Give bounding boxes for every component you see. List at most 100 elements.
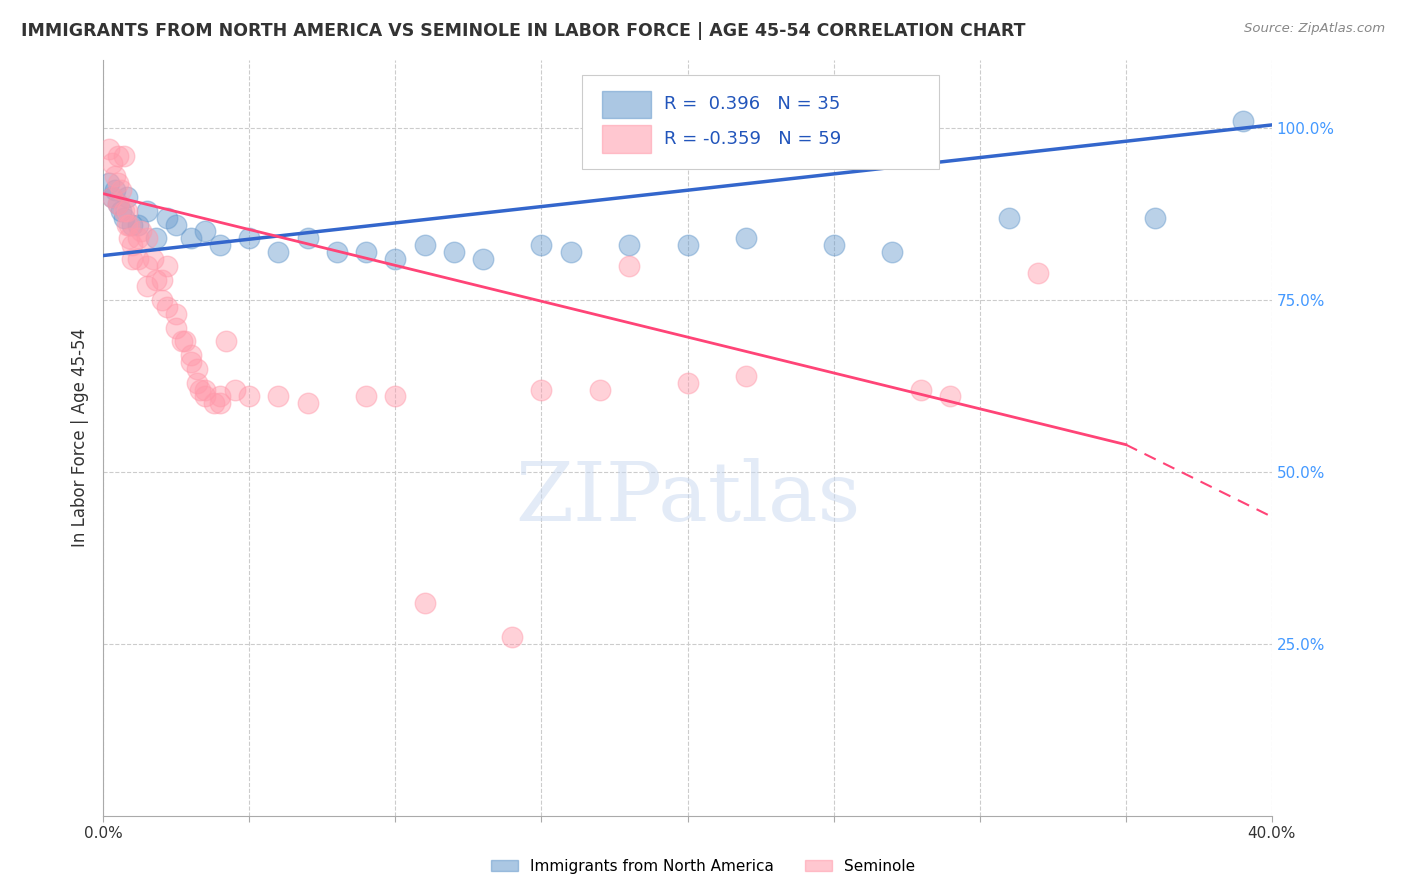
Point <box>150 272 173 286</box>
Point <box>939 390 962 404</box>
Point <box>208 390 231 404</box>
Point <box>326 245 349 260</box>
Point <box>136 259 159 273</box>
Point <box>186 362 208 376</box>
Point <box>186 376 208 390</box>
Y-axis label: In Labor Force | Age 45-54: In Labor Force | Age 45-54 <box>72 328 89 548</box>
Point <box>156 300 179 314</box>
Point <box>194 390 217 404</box>
Point <box>101 155 124 169</box>
Point <box>215 334 238 349</box>
FancyBboxPatch shape <box>602 91 651 118</box>
Point <box>676 238 699 252</box>
Point <box>129 225 152 239</box>
Point <box>110 203 132 218</box>
Point <box>188 383 211 397</box>
Text: R =  0.396   N = 35: R = 0.396 N = 35 <box>664 95 841 113</box>
Point <box>165 218 187 232</box>
Point <box>150 293 173 308</box>
Point <box>180 355 202 369</box>
Point <box>238 390 260 404</box>
Point <box>501 630 523 644</box>
Text: Source: ZipAtlas.com: Source: ZipAtlas.com <box>1244 22 1385 36</box>
Point <box>115 203 138 218</box>
Point <box>174 334 197 349</box>
Point <box>384 252 406 266</box>
Point <box>115 218 138 232</box>
Point <box>180 231 202 245</box>
Point <box>165 320 187 334</box>
Point <box>110 183 132 197</box>
Point <box>165 307 187 321</box>
Point <box>617 238 640 252</box>
Point <box>443 245 465 260</box>
Text: R = -0.359   N = 59: R = -0.359 N = 59 <box>664 130 841 148</box>
Legend: Immigrants from North America, Seminole: Immigrants from North America, Seminole <box>485 853 921 880</box>
Point <box>823 238 845 252</box>
Point <box>104 183 127 197</box>
Point <box>107 197 129 211</box>
Point <box>202 396 225 410</box>
Point <box>354 245 377 260</box>
Point <box>530 238 553 252</box>
Point <box>267 245 290 260</box>
Point <box>136 279 159 293</box>
Point <box>145 272 167 286</box>
Point <box>208 238 231 252</box>
Point <box>118 231 141 245</box>
Point <box>413 238 436 252</box>
Point <box>676 376 699 390</box>
Point <box>112 203 135 218</box>
Point <box>127 231 149 245</box>
Point <box>156 259 179 273</box>
Point <box>112 211 135 225</box>
Point <box>354 390 377 404</box>
Point <box>224 383 246 397</box>
Point <box>115 190 138 204</box>
Point <box>118 218 141 232</box>
Point <box>560 245 582 260</box>
Point <box>530 383 553 397</box>
FancyBboxPatch shape <box>602 126 651 153</box>
Point <box>127 252 149 266</box>
Point <box>107 197 129 211</box>
Point <box>1143 211 1166 225</box>
Point <box>735 368 758 383</box>
Point <box>142 252 165 266</box>
Point <box>194 225 217 239</box>
Point <box>107 149 129 163</box>
Point <box>112 149 135 163</box>
Point <box>1026 266 1049 280</box>
Point <box>98 142 121 156</box>
Point <box>121 238 143 252</box>
Point <box>156 211 179 225</box>
Point <box>910 383 932 397</box>
Point <box>297 396 319 410</box>
Point <box>136 231 159 245</box>
Point <box>107 177 129 191</box>
Point <box>735 231 758 245</box>
Point <box>589 383 612 397</box>
Point <box>145 231 167 245</box>
Text: ZIPatlas: ZIPatlas <box>515 458 860 538</box>
Point <box>413 596 436 610</box>
Point <box>208 396 231 410</box>
Point <box>617 259 640 273</box>
Point <box>101 190 124 204</box>
Point <box>98 177 121 191</box>
Point <box>101 190 124 204</box>
Point <box>880 245 903 260</box>
Point <box>472 252 495 266</box>
Point <box>170 334 193 349</box>
Point <box>180 348 202 362</box>
Point <box>121 252 143 266</box>
Point <box>1232 114 1254 128</box>
FancyBboxPatch shape <box>582 75 939 169</box>
Text: IMMIGRANTS FROM NORTH AMERICA VS SEMINOLE IN LABOR FORCE | AGE 45-54 CORRELATION: IMMIGRANTS FROM NORTH AMERICA VS SEMINOL… <box>21 22 1025 40</box>
Point <box>127 218 149 232</box>
Point <box>194 383 217 397</box>
Point <box>998 211 1021 225</box>
Point <box>267 390 290 404</box>
Point <box>238 231 260 245</box>
Point <box>297 231 319 245</box>
